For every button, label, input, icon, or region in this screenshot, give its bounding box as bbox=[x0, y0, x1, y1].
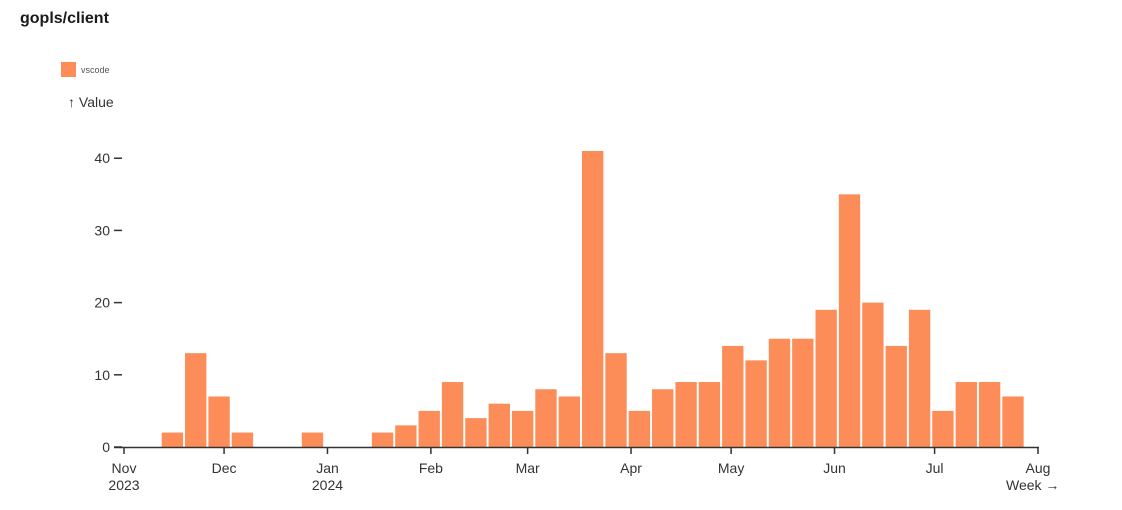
legend-label-vscode: vscode bbox=[81, 64, 110, 75]
x-tick-label-jul: Jul bbox=[926, 460, 944, 476]
bar-2024-05-12 bbox=[768, 338, 791, 447]
x-tick-label-jan: Jan bbox=[316, 460, 339, 476]
bar-2024-07-21 bbox=[1002, 396, 1024, 447]
bar-2024-03-17 bbox=[582, 151, 604, 447]
legend: vscode bbox=[61, 62, 110, 77]
bar-2024-06-09 bbox=[862, 302, 884, 447]
y-tick-label-10: 10 bbox=[94, 367, 110, 383]
bar-2023-12-24 bbox=[301, 432, 324, 447]
bar-2024-04-28 bbox=[722, 345, 744, 447]
x-tick-label-jun: Jun bbox=[823, 460, 846, 476]
y-tick-label-30: 30 bbox=[94, 222, 110, 238]
bar-2024-05-26 bbox=[815, 309, 837, 447]
bar-2024-02-04 bbox=[441, 382, 464, 447]
bar-2024-01-28 bbox=[418, 410, 440, 447]
bar-2023-11-26 bbox=[208, 396, 230, 447]
x-tick-label-apr: Apr bbox=[620, 460, 642, 476]
bar-2024-04-21 bbox=[698, 382, 721, 447]
x-tick-label-mar: Mar bbox=[516, 460, 540, 476]
bar-2024-04-14 bbox=[675, 382, 697, 447]
y-tick-label-0: 0 bbox=[102, 439, 110, 455]
y-tick-label-20: 20 bbox=[94, 295, 110, 311]
bar-2024-04-07 bbox=[652, 389, 674, 447]
chart-title: gopls/client bbox=[20, 10, 109, 27]
bar-2024-03-10 bbox=[558, 396, 580, 447]
bar-2024-03-03 bbox=[535, 389, 557, 447]
x-tick-label-feb: Feb bbox=[419, 460, 443, 476]
bar-2024-02-11 bbox=[465, 418, 487, 447]
bar-2024-02-25 bbox=[511, 410, 534, 447]
bar-2024-06-02 bbox=[838, 194, 861, 447]
bar-2024-07-07 bbox=[955, 382, 977, 447]
x-tick-label-dec: Dec bbox=[212, 460, 237, 476]
y-tick-label-40: 40 bbox=[94, 150, 110, 166]
bar-2024-01-21 bbox=[395, 425, 417, 447]
bar-2024-03-24 bbox=[605, 353, 627, 447]
x-tick-year-2024: 2024 bbox=[312, 477, 343, 493]
bar-2024-06-23 bbox=[908, 309, 931, 447]
legend-swatch-vscode bbox=[61, 62, 76, 77]
x-tick-label-may: May bbox=[718, 460, 744, 476]
bar-2023-12-03 bbox=[231, 432, 254, 447]
bar-2024-05-05 bbox=[745, 360, 767, 447]
bars bbox=[161, 151, 1024, 447]
bar-2024-05-19 bbox=[792, 338, 814, 447]
y-axis-label: ↑ Value bbox=[68, 94, 114, 110]
bar-2024-01-14 bbox=[371, 432, 394, 447]
bar-2024-03-31 bbox=[628, 410, 651, 447]
bar-2024-02-18 bbox=[488, 403, 510, 447]
x-tick-year-2023: 2023 bbox=[108, 477, 139, 493]
bar-2023-11-19 bbox=[185, 353, 207, 447]
bar-2024-06-30 bbox=[932, 410, 954, 447]
bar-2023-11-12 bbox=[161, 432, 184, 447]
y-axis: 0 10 20 30 40 bbox=[94, 150, 122, 455]
x-tick-label-aug: Aug bbox=[1026, 460, 1051, 476]
x-tick-label-nov: Nov bbox=[112, 460, 137, 476]
bar-2024-06-16 bbox=[885, 345, 907, 447]
x-axis-label: Week → bbox=[1006, 477, 1059, 493]
bar-2024-07-14 bbox=[978, 382, 1001, 447]
